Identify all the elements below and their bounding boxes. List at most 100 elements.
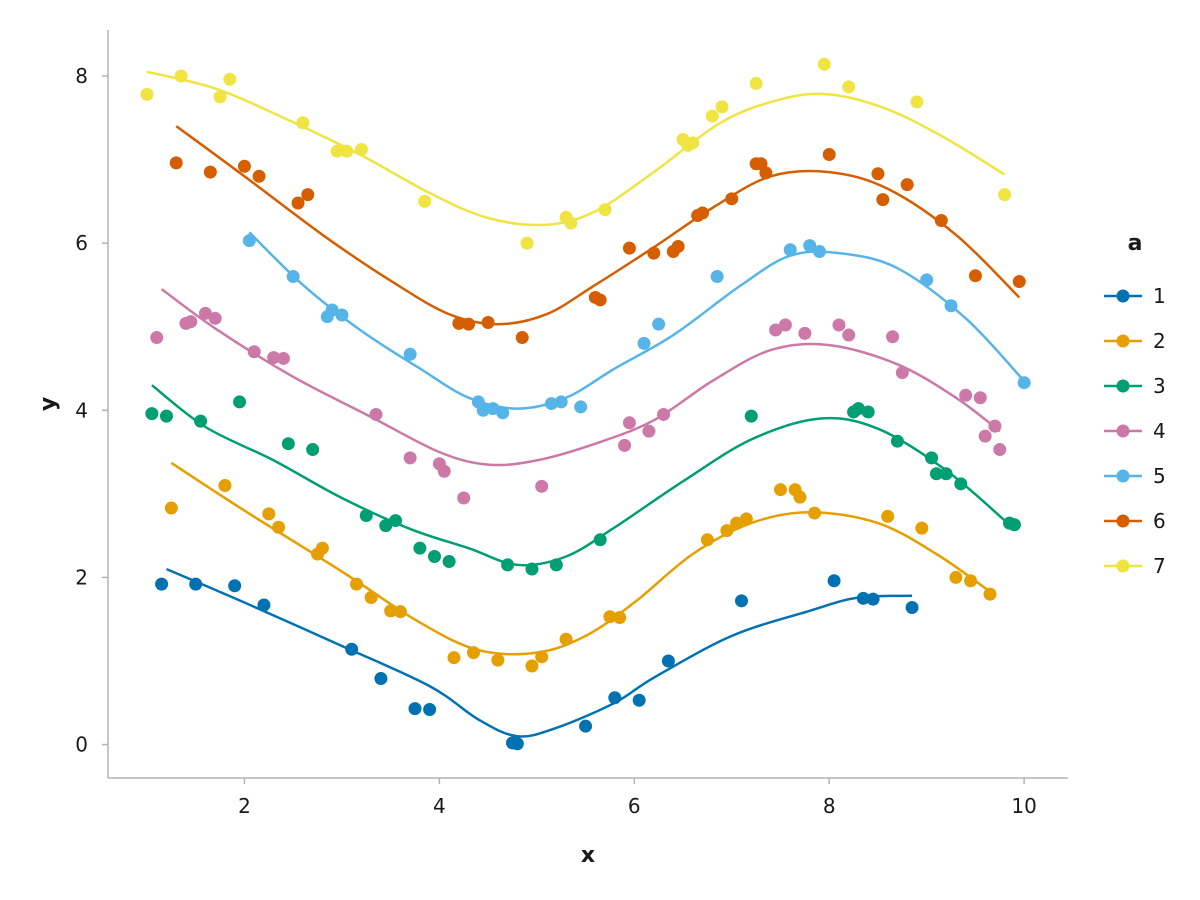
series-4-point	[247, 345, 261, 359]
series-3-point	[890, 434, 904, 448]
series-4-point	[457, 491, 471, 505]
series-1-point	[856, 591, 870, 605]
series-7-point	[817, 57, 831, 71]
series-6-point	[725, 192, 739, 206]
series-3-point	[549, 558, 563, 572]
series-6-point	[759, 166, 773, 180]
series-5-point	[476, 403, 490, 417]
legend-item-5: 5	[1104, 464, 1166, 488]
series-5-point	[335, 308, 349, 322]
series-5-point	[783, 243, 797, 257]
series-6-point	[968, 269, 982, 283]
series-2-point	[964, 574, 978, 588]
series-2-point	[350, 577, 364, 591]
series-4-curve	[160, 288, 1001, 467]
series-6-point	[934, 214, 948, 228]
series-6-point	[1012, 275, 1026, 289]
series-7-point	[213, 90, 227, 104]
series-5-point	[403, 347, 417, 361]
series-3-point	[281, 437, 295, 451]
legend-swatch-point	[1116, 469, 1130, 483]
legend-swatch-point	[1116, 289, 1130, 303]
series-3-point	[593, 533, 607, 547]
series-2-point	[272, 520, 286, 534]
series-2-point	[773, 483, 787, 497]
series-6-curve	[175, 125, 1021, 326]
series-5-point	[710, 270, 724, 284]
series-7-point	[330, 144, 344, 158]
series-4-point	[369, 407, 383, 421]
series-7-point	[354, 143, 368, 157]
series-2-point	[164, 501, 178, 515]
series-3-point	[389, 514, 403, 528]
series-4-point	[895, 366, 909, 380]
series-4-point	[642, 424, 656, 438]
series-4-point	[886, 330, 900, 344]
series-4-point	[184, 315, 198, 329]
series-4-point	[267, 351, 281, 365]
legend-swatch-point	[1116, 514, 1130, 528]
series-1-point	[661, 654, 675, 668]
series-2-point	[262, 507, 276, 521]
x-tick-label: 6	[628, 794, 641, 818]
series-1-point	[345, 642, 359, 656]
series-6-point	[822, 148, 836, 162]
series-4-point	[959, 388, 973, 402]
series-1-point	[735, 594, 749, 608]
series-4-point	[798, 326, 812, 340]
series-3-point	[929, 467, 943, 481]
series-7-point	[140, 87, 154, 101]
series-3-point	[744, 409, 758, 423]
series-4-point	[622, 416, 636, 430]
series-5-point	[242, 234, 256, 248]
series-7-point	[598, 203, 612, 217]
x-axis-title: x	[581, 843, 595, 868]
series-1-point	[257, 598, 271, 612]
series-4-point	[973, 391, 987, 405]
series-7-point	[174, 69, 188, 83]
axes: 2 4 6 8 10 0 2 4 6 8	[75, 30, 1068, 818]
series-6-point	[252, 169, 266, 183]
series-3-point	[194, 414, 208, 428]
series-7-point	[705, 109, 719, 123]
series-5-point	[544, 397, 558, 411]
series-4-point	[978, 429, 992, 443]
legend-label: 2	[1153, 329, 1166, 353]
series-7-point	[418, 194, 432, 208]
series-7-point	[340, 144, 354, 158]
series-2-point	[915, 521, 929, 535]
series-1-point	[189, 577, 203, 591]
series-3-curve	[151, 384, 1011, 567]
series-2-point	[793, 490, 807, 504]
series-5-point	[1017, 376, 1031, 390]
series-2-point	[559, 632, 573, 646]
series-6-point	[696, 206, 710, 220]
series-3-point	[413, 541, 427, 555]
series-2-point	[218, 478, 232, 492]
series-6-point	[900, 178, 914, 192]
series-4-point	[778, 318, 792, 332]
legend-swatch-point	[1116, 379, 1130, 393]
series-5-point	[554, 395, 568, 409]
legend-item-3: 3	[1104, 374, 1166, 398]
data-points	[140, 57, 1031, 751]
series-2-point	[700, 533, 714, 547]
legend-item-4: 4	[1104, 419, 1166, 443]
legend-label: 5	[1153, 464, 1166, 488]
legend-swatch-point	[1116, 424, 1130, 438]
series-2-point	[739, 512, 753, 526]
series-2-point	[949, 570, 963, 584]
series-1-point	[579, 719, 593, 733]
series-1-point	[510, 737, 524, 751]
series-2-point	[315, 541, 329, 555]
y-tick-label: 8	[75, 64, 88, 88]
series-5-point	[496, 406, 510, 420]
series-7-point	[842, 80, 856, 94]
series-4-point	[198, 306, 212, 320]
series-4-point	[403, 451, 417, 465]
series-2-point	[447, 651, 461, 665]
series-2-point	[364, 590, 378, 604]
series-6-point	[291, 196, 305, 210]
series-4-point	[842, 328, 856, 342]
